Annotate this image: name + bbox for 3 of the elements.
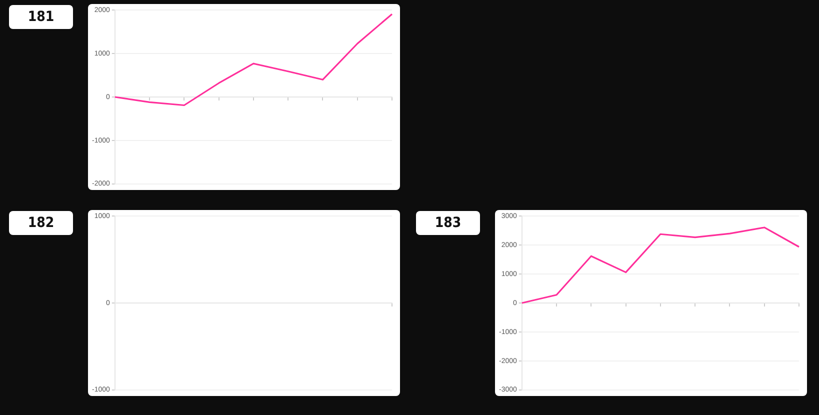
chart-title: 181 — [9, 5, 73, 29]
chart-title: 182 — [9, 211, 73, 235]
chart-title: 183 — [416, 211, 480, 235]
